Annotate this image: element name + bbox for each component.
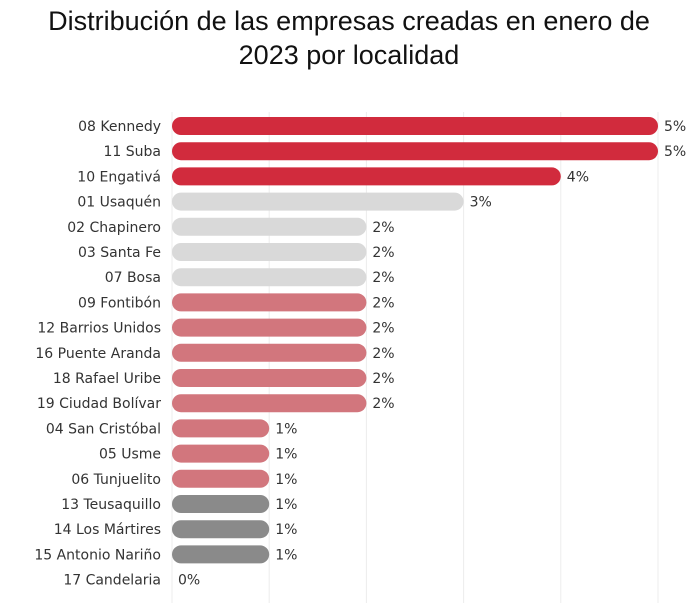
- category-label: 09 Fontibón: [78, 295, 161, 311]
- value-label: 2%: [372, 321, 394, 337]
- bar: [172, 217, 367, 236]
- category-label: 12 Barrios Unidos: [37, 321, 161, 337]
- category-label: 02 Chapinero: [67, 220, 161, 236]
- value-label: 2%: [372, 270, 394, 286]
- bar: [172, 293, 367, 312]
- value-label: 2%: [372, 245, 394, 261]
- category-label: 01 Usaquén: [77, 195, 161, 211]
- value-label: 2%: [372, 295, 394, 311]
- value-label: 1%: [275, 547, 297, 563]
- value-label: 5%: [664, 144, 686, 160]
- bar: [172, 394, 367, 413]
- bar: [172, 343, 367, 362]
- value-label: 3%: [470, 195, 492, 211]
- category-label: 05 Usme: [99, 447, 161, 463]
- category-label: 04 San Cristóbal: [46, 421, 161, 437]
- value-label: 4%: [567, 169, 589, 185]
- value-label: 1%: [275, 472, 297, 488]
- category-label: 08 Kennedy: [78, 119, 161, 135]
- category-label: 07 Bosa: [105, 270, 161, 286]
- category-label: 14 Los Mártires: [54, 522, 161, 538]
- value-label: 1%: [275, 447, 297, 463]
- value-label: 0%: [178, 573, 200, 589]
- bar: [172, 469, 270, 488]
- category-label: 03 Santa Fe: [78, 245, 161, 261]
- bar: [172, 545, 270, 564]
- value-label: 2%: [372, 346, 394, 362]
- bar: [172, 142, 658, 161]
- chart-title: Distribución de las empresas creadas en …: [48, 6, 650, 70]
- bar: [172, 268, 367, 287]
- category-label: 06 Tunjuelito: [71, 472, 161, 488]
- value-label: 2%: [372, 396, 394, 412]
- bar: [172, 318, 367, 337]
- category-label: 17 Candelaria: [63, 573, 161, 589]
- category-label: 15 Antonio Nariño: [34, 547, 161, 563]
- value-label: 2%: [372, 371, 394, 387]
- value-label: 5%: [664, 119, 686, 135]
- bar: [172, 167, 561, 186]
- bar: [172, 520, 270, 539]
- bar: [172, 495, 270, 513]
- category-label: 10 Engativá: [77, 169, 161, 185]
- category-label: 13 Teusaquillo: [61, 497, 161, 513]
- category-label: 19 Ciudad Bolívar: [37, 396, 161, 412]
- value-label: 2%: [372, 220, 394, 236]
- bar: [172, 243, 367, 261]
- bar: [172, 192, 464, 211]
- category-label: 16 Puente Aranda: [35, 346, 161, 362]
- value-label: 1%: [275, 522, 297, 538]
- value-label: 1%: [275, 421, 297, 437]
- bar: [172, 419, 270, 438]
- value-label: 1%: [275, 497, 297, 513]
- bar: [172, 369, 367, 387]
- bar: [172, 117, 658, 135]
- category-label: 18 Rafael Uribe: [53, 371, 161, 387]
- bar: [172, 444, 270, 463]
- category-label: 11 Suba: [104, 144, 162, 160]
